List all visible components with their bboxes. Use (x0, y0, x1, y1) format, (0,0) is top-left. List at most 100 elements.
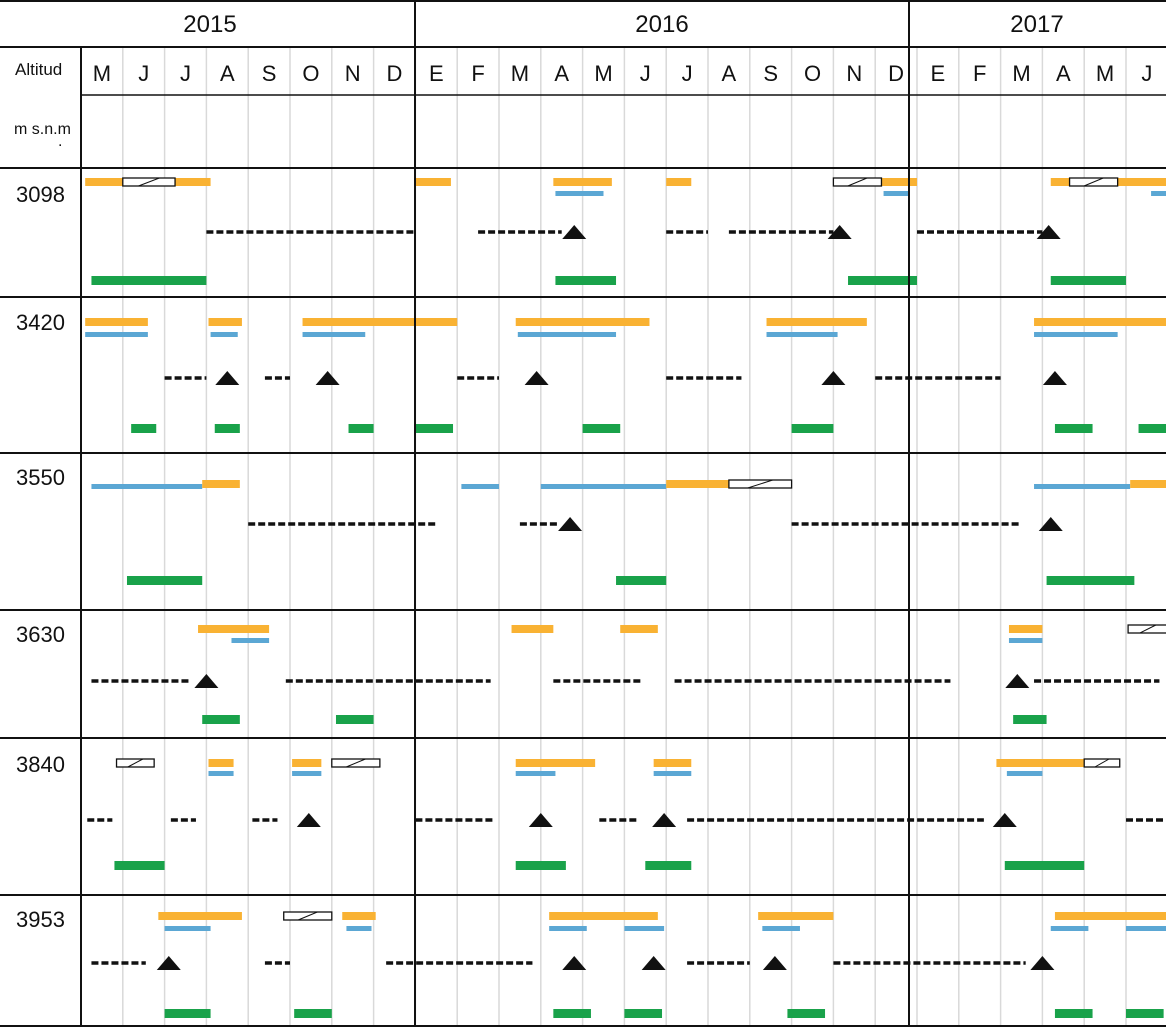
green-bar (1126, 1009, 1164, 1018)
year-label-2016: 2016 (635, 11, 688, 38)
month-label: E (931, 61, 946, 86)
month-label: O (302, 61, 319, 86)
green-bar (131, 424, 157, 433)
green-bar (787, 1009, 826, 1018)
blue-bar (91, 484, 203, 489)
green-bar (1054, 424, 1093, 433)
altitude-label: Altitud (15, 60, 62, 79)
green-bar (515, 861, 566, 870)
green-bar (335, 715, 374, 724)
triangle-marker (1005, 674, 1030, 688)
blue-bar (1008, 638, 1043, 643)
orange-bar (415, 178, 451, 186)
month-label: M (1096, 61, 1114, 86)
hatched-bar-stroke (1083, 177, 1104, 187)
triangle-marker (194, 674, 219, 688)
triangle-marker (1030, 956, 1055, 970)
green-bar (114, 861, 165, 870)
altitude-label: 3550 (16, 465, 65, 490)
blue-bar (555, 191, 604, 196)
green-bar (1004, 861, 1085, 870)
month-label: F (471, 61, 484, 86)
hatched-bar-stroke (747, 479, 773, 489)
orange-bar (158, 912, 242, 920)
green-bar (553, 1009, 591, 1018)
triangle-marker (641, 956, 666, 970)
orange-bar (666, 480, 729, 488)
triangle-marker (821, 371, 846, 385)
blue-bar (346, 926, 372, 931)
blue-bar (549, 926, 587, 931)
month-label: J (640, 61, 651, 86)
orange-bar (202, 480, 240, 488)
green-bar (1050, 276, 1126, 285)
blue-bar (624, 926, 665, 931)
orange-bar (1054, 912, 1166, 920)
blue-bar (1006, 771, 1043, 776)
blue-bar (1034, 332, 1118, 337)
hatched-bar-stroke (1094, 758, 1110, 768)
month-label: A (722, 61, 737, 86)
month-label: M (1012, 61, 1030, 86)
orange-bar (292, 759, 322, 767)
triangle-marker (558, 517, 583, 531)
month-label: N (846, 61, 862, 86)
month-label: J (1141, 61, 1152, 86)
blue-bar (208, 771, 234, 776)
orange-bar (553, 178, 612, 186)
month-label: J (682, 61, 693, 86)
triangle-marker (762, 956, 787, 970)
green-bar (348, 424, 374, 433)
hatched-bar-stroke (346, 758, 366, 768)
hatched-bar-stroke (127, 758, 144, 768)
hatched-bar-stroke (1139, 624, 1157, 634)
altitude-unit-dot: . (58, 133, 62, 150)
triangle-marker (215, 371, 240, 385)
blue-bar (231, 638, 270, 643)
altitude-label: 3420 (16, 310, 65, 335)
orange-bar (511, 625, 554, 633)
green-bar (126, 576, 203, 585)
orange-bar (1034, 318, 1166, 326)
green-bar (202, 715, 240, 724)
blue-bar (1151, 191, 1166, 196)
green-bar (415, 424, 454, 433)
blue-bar (210, 332, 238, 337)
orange-bar (198, 625, 270, 633)
triangle-marker (296, 813, 321, 827)
month-label: J (180, 61, 191, 86)
month-label: F (973, 61, 986, 86)
green-bar (848, 276, 917, 285)
orange-bar (996, 759, 1101, 767)
orange-bar (653, 759, 692, 767)
altitude-label: 3840 (16, 752, 65, 777)
green-bar (1046, 576, 1135, 585)
blue-bar (461, 484, 499, 489)
month-label: M (594, 61, 612, 86)
orange-bar (85, 318, 148, 326)
blue-bar (762, 926, 800, 931)
orange-bar (208, 759, 234, 767)
table-header: 2015 2016 2017 Altitud m s.n.m . (14, 11, 1064, 150)
blue-bar (1050, 926, 1089, 931)
blue-bar (653, 771, 692, 776)
blue-bar (517, 332, 617, 337)
triangle-marker (827, 225, 852, 239)
blue-bar (766, 332, 838, 337)
month-label: A (554, 61, 569, 86)
blue-bar (1126, 926, 1166, 931)
green-bar (616, 576, 667, 585)
month-label: N (345, 61, 361, 86)
green-bar (645, 861, 692, 870)
altitude-row-labels: 3098 3420 3550 3630 3840 3953 (16, 182, 65, 932)
green-bar (214, 424, 240, 433)
orange-bar (1008, 625, 1043, 633)
green-bar (1138, 424, 1166, 433)
green-bar (555, 276, 617, 285)
blue-bar (540, 484, 667, 489)
blue-bar (164, 926, 211, 931)
orange-bar (549, 912, 658, 920)
chart-marks (85, 177, 1166, 1018)
triangle-marker (992, 813, 1017, 827)
green-bar (791, 424, 834, 433)
